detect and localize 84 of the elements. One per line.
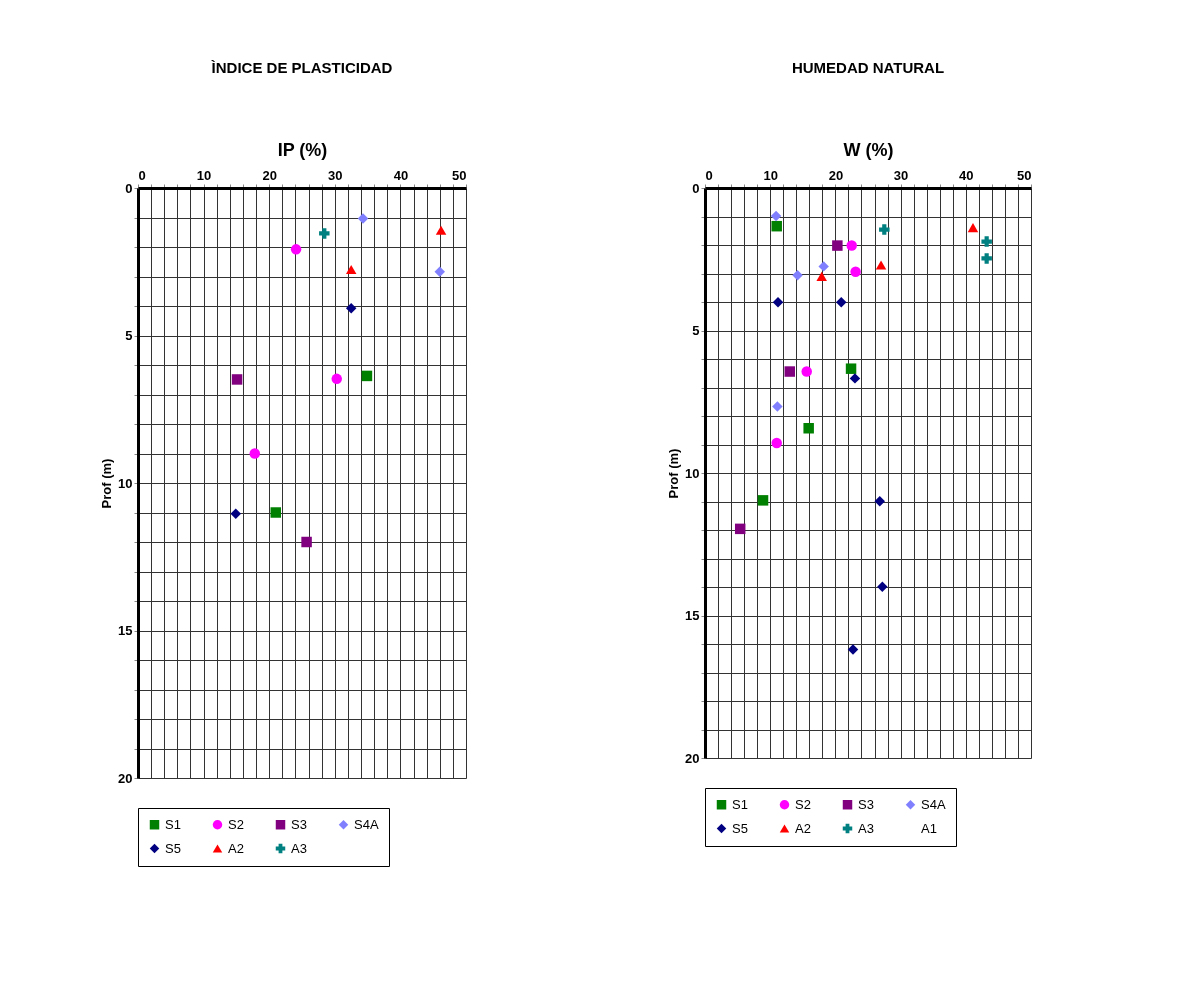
legend-label: S2 [795,796,811,812]
x-tick-label: 0 [138,167,146,183]
text: A1 [921,820,937,836]
x-tick-label: 20 [262,167,277,183]
x-tick-label: 30 [328,167,343,183]
legend-label: A3 [858,820,874,836]
x-axis-title: IP (%) [277,139,328,160]
chart-title: ÌNDICE DE PLASTICIDAD [210,59,393,76]
point [981,253,992,264]
point [771,220,782,232]
point [772,297,784,308]
legend-label: S5 [732,820,748,836]
x-tick-label: 50 [452,167,467,183]
point [345,303,357,314]
point [270,507,281,518]
x-tick-label: 40 [393,167,409,183]
point [845,363,857,374]
point [849,373,861,384]
y-tick-label: 10 [118,475,133,491]
point [836,297,847,308]
point [832,240,843,251]
point [770,210,782,222]
y-tick-label: 0 [692,180,700,196]
point [981,236,992,247]
legend-label: S4A [921,796,946,812]
legend-label: S1 [165,816,181,832]
point [771,437,782,449]
point [319,228,330,239]
y-tick-label: 5 [125,328,133,343]
point [249,448,261,459]
x-tick-label: 10 [196,167,212,183]
x-tick-label: 20 [828,167,844,183]
y-tick-label: 20 [118,770,133,786]
point [345,264,357,274]
point [850,266,861,278]
point [877,581,888,592]
point [875,260,887,270]
point [331,373,343,385]
legend-label: S5 [165,840,181,856]
point [361,370,373,382]
legend-label: S2 [228,816,244,832]
point [757,495,769,506]
x-tick-label: 40 [959,167,974,183]
point [784,366,795,377]
point [230,508,241,519]
point [434,266,445,278]
y-tick-label: 15 [685,608,700,623]
point [772,401,783,412]
point [879,224,890,235]
x-tick-label: 30 [893,167,909,183]
point [357,213,369,224]
legend-label: S1 [732,796,748,812]
y-tick-label: 5 [692,323,700,338]
x-tick-label: 10 [763,167,778,183]
point [967,223,979,233]
point [231,374,243,385]
y-tick-label: 20 [685,750,700,766]
point [801,366,812,377]
legend-label: A2 [228,840,244,856]
point [803,423,814,434]
legend-label: A3 [291,840,307,856]
y-axis-title: Prof (m) [99,458,115,509]
y-tick-label: 10 [685,465,700,481]
legend-label: A2 [795,820,811,836]
y-axis-title: Prof (m) [666,448,682,499]
point [435,225,447,235]
y-tick-label: 15 [118,623,133,638]
point [792,269,803,281]
point [818,261,829,272]
point [301,536,312,548]
point [290,244,302,255]
point [846,240,857,251]
y-tick-label: 0 [125,180,133,196]
legend-label: S3 [858,796,874,812]
x-tick-label: 0 [705,167,713,183]
chart-title: HUMEDAD NATURAL [791,59,945,76]
point [816,271,827,281]
legend-label: S4A [354,816,379,832]
legend-label: S3 [291,816,307,832]
point [847,644,859,655]
x-tick-label: 50 [1017,167,1032,183]
x-axis-title: W (%) [843,139,894,160]
point [734,523,746,535]
point [874,495,885,507]
